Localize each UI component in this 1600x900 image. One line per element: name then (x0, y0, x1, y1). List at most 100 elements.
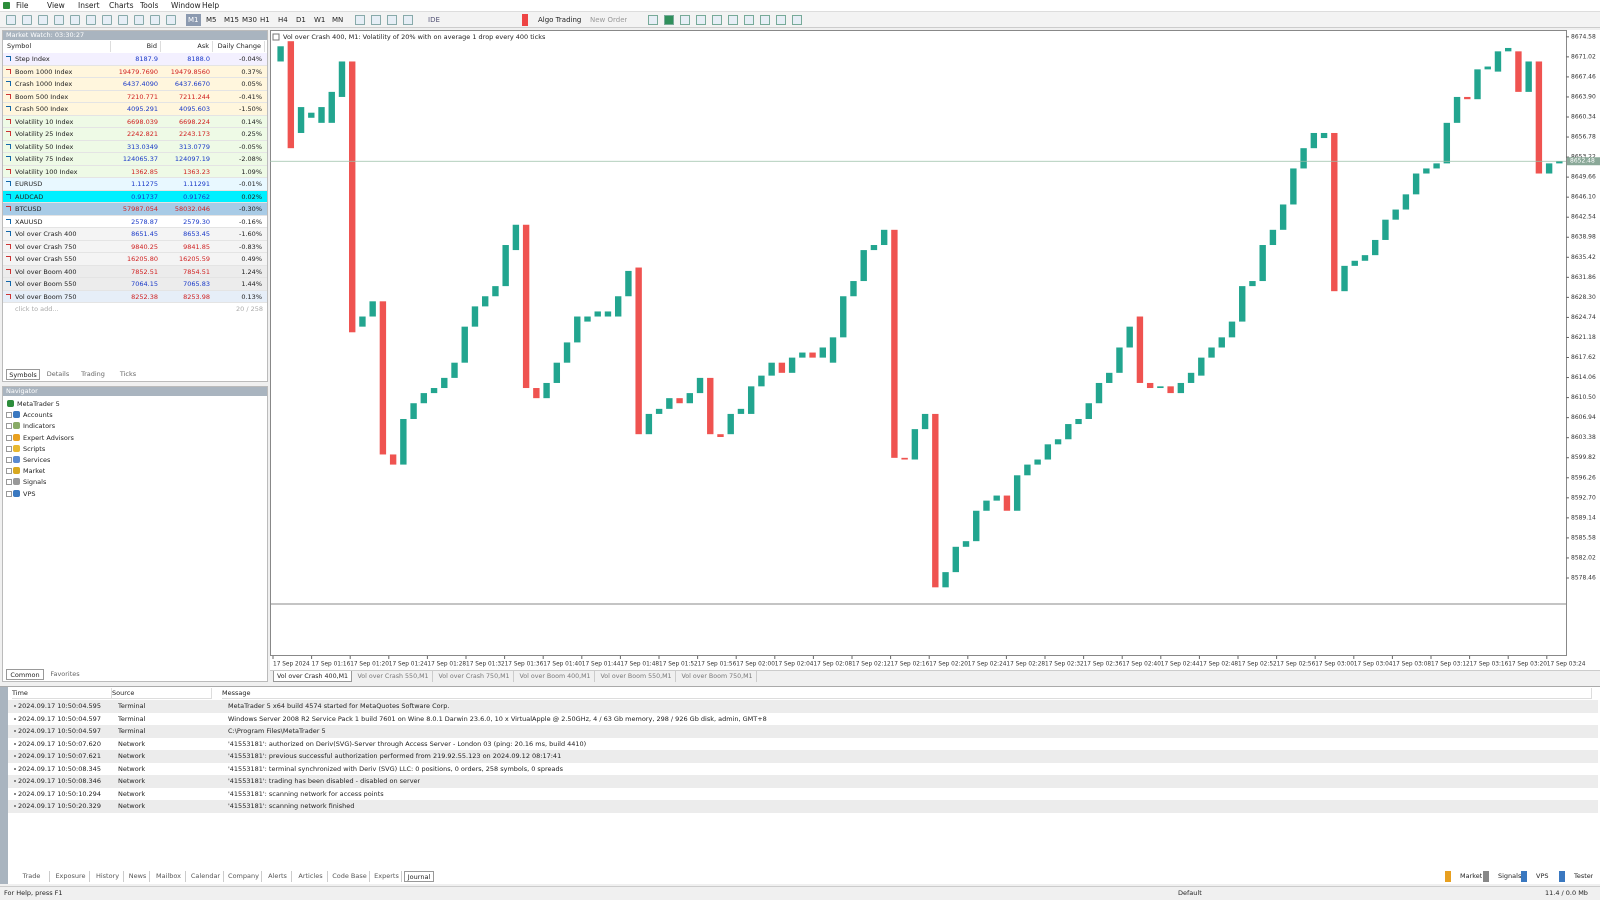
tool-button[interactable] (70, 15, 80, 25)
tool-button[interactable] (680, 15, 690, 25)
market-watch-row[interactable]: EURUSD 1.11275 1.11291 -0.01% (3, 178, 267, 191)
toolbox-tab[interactable]: Code Base (330, 871, 370, 882)
tool-button[interactable] (712, 15, 722, 25)
tool-button[interactable] (387, 15, 397, 25)
market-watch-row[interactable]: Vol over Boom 750 8252.38 8253.98 0.13% (3, 290, 267, 303)
market-watch-row[interactable]: Volatility 25 Index 2242.821 2243.173 0.25% (3, 128, 267, 141)
tree-item[interactable]: Market (23, 467, 46, 476)
panel-tab[interactable]: Common (6, 669, 44, 680)
tree-item[interactable]: Signals (23, 478, 47, 487)
market-watch-row[interactable]: Volatility 75 Index 124065.37 124097.19 -2.… (3, 153, 267, 166)
tool-button[interactable] (664, 15, 674, 25)
market-watch-row[interactable]: Crash 500 Index 4095.291 4095.603 -1.50% (3, 103, 267, 116)
menu-item[interactable]: Help (202, 1, 220, 10)
tool-button[interactable] (54, 15, 64, 25)
toolbox-tab[interactable]: Alerts (264, 871, 292, 882)
panel-tab[interactable]: Ticks (119, 370, 137, 378)
tree-item[interactable]: VPS (23, 489, 36, 498)
chart-tab[interactable]: Vol over Boom 750,M1 (678, 671, 757, 682)
tool-button[interactable] (792, 15, 802, 25)
market-watch-row[interactable]: Volatility 10 Index 6698.039 6698.224 0.14% (3, 115, 267, 128)
tool-button[interactable] (728, 15, 738, 25)
tool-button[interactable] (118, 15, 128, 25)
market-watch-row[interactable]: Step Index 8187.9 8188.0 -0.04% (3, 53, 267, 66)
toolbox-tab[interactable]: News (126, 871, 150, 882)
panel-tab[interactable]: Symbols (6, 369, 40, 380)
menu-item[interactable]: File (16, 1, 29, 10)
timeframe-button[interactable]: M5 (206, 16, 217, 24)
tool-button[interactable] (22, 15, 32, 25)
tool-button[interactable] (403, 15, 413, 25)
menu-item[interactable]: View (47, 1, 65, 10)
timeframe-button[interactable]: H1 (260, 16, 270, 24)
tree-item[interactable]: Scripts (23, 444, 46, 453)
tool-button[interactable] (776, 15, 786, 25)
toolbox-tab[interactable]: Calendar (188, 871, 224, 882)
timeframe-button[interactable]: M1 (186, 14, 201, 26)
panel-tab[interactable]: Trading (81, 370, 105, 378)
tool-button[interactable] (38, 15, 48, 25)
menu-item[interactable]: Insert (78, 1, 100, 10)
algo-trading-button[interactable]: Algo Trading (522, 14, 581, 26)
add-symbol[interactable]: click to add... (15, 305, 59, 313)
market-watch-row[interactable]: Vol over Boom 400 7852.51 7854.51 1.24% (3, 265, 267, 278)
tree-item[interactable]: Accounts (23, 411, 53, 420)
toolbox-tab[interactable]: Journal (404, 871, 434, 882)
service-button[interactable]: Tester (1559, 871, 1593, 882)
toolbox-tab[interactable]: Mailbox (152, 871, 186, 882)
tool-button[interactable] (760, 15, 770, 25)
timeframe-button[interactable]: D1 (296, 16, 306, 24)
service-button[interactable]: VPS (1521, 871, 1549, 882)
expand-toggle[interactable] (6, 423, 12, 430)
market-watch-row[interactable]: Vol over Crash 750 9840.25 9841.85 -0.83% (3, 240, 267, 253)
timeframe-button[interactable]: MN (332, 16, 344, 24)
tool-button[interactable] (371, 15, 381, 25)
expand-toggle[interactable] (6, 479, 12, 486)
menu-item[interactable]: Charts (109, 1, 134, 10)
tree-item[interactable]: MetaTrader 5 (17, 400, 60, 408)
market-watch-row[interactable]: Crash 1000 Index 6437.4090 6437.6670 0.05% (3, 78, 267, 91)
market-watch-row[interactable]: BTCUSD 57987.054 58032.046 -0.30% (3, 203, 267, 216)
panel-tab[interactable]: Details (46, 370, 70, 378)
expand-toggle[interactable] (6, 468, 12, 475)
market-watch-row[interactable]: AUDCAD 0.91737 0.91762 0.02% (3, 190, 267, 203)
market-watch-row[interactable]: Boom 1000 Index 19479.7690 19479.8560 0.37% (3, 65, 267, 78)
tool-button[interactable] (6, 15, 16, 25)
expand-toggle[interactable] (6, 412, 12, 419)
tool-button[interactable] (134, 15, 144, 25)
tool-button[interactable] (744, 15, 754, 25)
tree-item[interactable]: Services (23, 456, 51, 464)
toolbox-tab[interactable]: Experts (372, 871, 402, 882)
menu-item[interactable]: Window (171, 1, 201, 10)
expand-toggle[interactable] (6, 434, 12, 441)
tree-item[interactable]: Expert Advisors (23, 433, 74, 442)
market-watch-row[interactable]: Vol over Crash 550 16205.80 16205.59 0.49% (3, 253, 267, 266)
new-order-button[interactable]: New Order (590, 16, 628, 24)
tool-button[interactable] (166, 15, 176, 25)
market-watch-row[interactable]: Volatility 50 Index 313.0349 313.0779 -0.05… (3, 140, 267, 153)
panel-tab[interactable]: Favorites (50, 670, 80, 678)
tool-button[interactable] (696, 15, 706, 25)
toolbox-tab[interactable]: Exposure (52, 871, 90, 882)
chart-tab[interactable]: Vol over Crash 750,M1 (435, 671, 514, 682)
timeframe-button[interactable]: M30 (242, 16, 257, 24)
service-button[interactable]: Market (1445, 871, 1482, 882)
service-button[interactable]: Signals (1483, 871, 1521, 882)
timeframe-button[interactable]: W1 (314, 16, 326, 24)
expand-toggle[interactable] (6, 445, 12, 452)
chart-tab[interactable]: Vol over Crash 400,M1 (273, 671, 352, 682)
expand-toggle[interactable] (6, 490, 12, 497)
market-watch-row[interactable]: Volatility 100 Index 1362.85 1363.23 1.09% (3, 165, 267, 178)
toolbox-tab[interactable]: History (92, 871, 124, 882)
tool-button[interactable] (648, 15, 658, 25)
chart-tab[interactable]: Vol over Boom 400,M1 (516, 671, 595, 682)
tool-button[interactable] (102, 15, 112, 25)
toolbox-tab[interactable]: Company (226, 871, 262, 882)
market-watch-row[interactable]: Boom 500 Index 7210.771 7211.244 -0.41% (3, 90, 267, 103)
toolbox-tab[interactable]: Articles (294, 871, 328, 882)
ide-button[interactable]: IDE (428, 16, 440, 24)
toolbox-tab[interactable]: Trade (14, 871, 50, 882)
tool-button[interactable] (86, 15, 96, 25)
timeframe-button[interactable]: M15 (224, 16, 239, 24)
market-watch-row[interactable]: XAUUSD 2578.87 2579.30 -0.16% (3, 215, 267, 228)
